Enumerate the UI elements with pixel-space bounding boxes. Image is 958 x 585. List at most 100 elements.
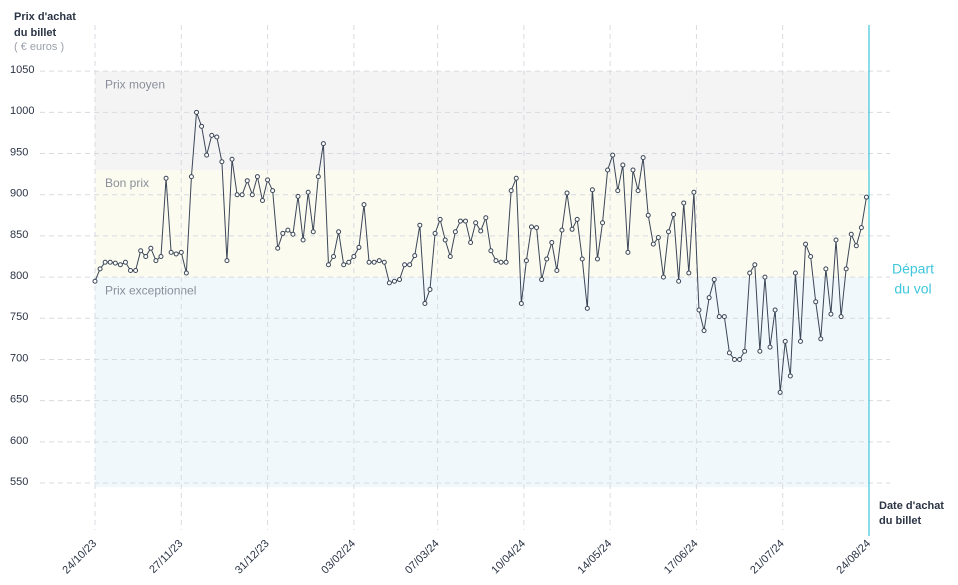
y-tick-label: 1050 — [10, 64, 34, 76]
price-point — [209, 132, 215, 138]
price-point — [787, 373, 793, 379]
price-point — [640, 155, 646, 161]
price-point — [701, 328, 707, 334]
price-point — [447, 253, 453, 259]
price-point — [259, 197, 265, 203]
y-tick-label: 550 — [10, 476, 28, 488]
price-point — [183, 270, 189, 276]
price-point — [518, 300, 524, 306]
price-point — [143, 253, 149, 259]
price-point — [107, 259, 113, 265]
price-point — [442, 237, 448, 243]
price-point — [163, 175, 169, 181]
price-point — [610, 152, 616, 158]
y-tick-label: 800 — [10, 270, 28, 282]
price-point — [676, 278, 682, 284]
price-point — [600, 220, 606, 226]
price-point — [402, 262, 408, 268]
price-point — [346, 259, 352, 265]
price-point — [239, 192, 245, 198]
x-tick-label: 24/08/24 — [834, 538, 873, 577]
price-point — [320, 141, 326, 147]
price-point — [112, 260, 118, 266]
price-point — [818, 336, 824, 342]
price-point — [681, 200, 687, 206]
price-point — [325, 262, 331, 268]
price-point — [285, 227, 291, 233]
x-tick-label: 14/05/24 — [576, 538, 615, 577]
price-point — [767, 344, 773, 350]
y-axis-title: Prix d'achat — [14, 11, 76, 23]
price-point — [554, 267, 560, 273]
price-point — [782, 338, 788, 344]
price-band — [95, 169, 869, 278]
y-axis-title: du billet — [14, 27, 57, 39]
plot: Départ du vol — [92, 25, 934, 536]
price-point — [391, 278, 397, 284]
price-point — [650, 241, 656, 247]
price-point — [148, 245, 154, 251]
price-point — [270, 188, 276, 194]
price-point — [300, 237, 306, 243]
band-label: Prix exceptionnel — [105, 283, 196, 297]
y-tick-label: 600 — [10, 435, 28, 447]
price-point — [234, 192, 240, 198]
price-point — [341, 262, 347, 268]
price-point — [671, 211, 677, 217]
price-point — [158, 253, 164, 259]
price-point — [711, 277, 717, 283]
price-point — [351, 253, 357, 259]
price-point — [483, 215, 489, 221]
price-point — [863, 194, 869, 200]
price-point — [757, 348, 763, 354]
price-point — [828, 311, 834, 317]
price-point — [153, 258, 159, 264]
price-point — [432, 230, 438, 236]
price-point — [407, 262, 413, 268]
x-axis-title: du billet — [879, 515, 922, 527]
price-point — [178, 249, 184, 255]
price-point — [797, 338, 803, 344]
price-point — [371, 259, 377, 265]
price-point — [848, 231, 854, 237]
price-point — [427, 286, 433, 292]
price-point — [422, 300, 428, 306]
price-point — [691, 189, 697, 195]
price-point — [366, 259, 372, 265]
price-point — [188, 174, 194, 180]
x-tick-label: 10/04/24 — [489, 538, 528, 577]
price-point — [620, 162, 626, 168]
price-point — [584, 305, 590, 311]
price-point — [742, 348, 748, 354]
price-point — [808, 253, 814, 259]
price-point — [493, 258, 499, 264]
price-point — [386, 280, 392, 286]
price-point — [858, 225, 864, 231]
price-point — [645, 212, 651, 218]
price-point — [244, 178, 250, 184]
y-tick-label: 950 — [10, 146, 28, 158]
price-point — [559, 227, 565, 233]
x-tick-label: 31/12/23 — [233, 538, 272, 577]
price-point — [503, 259, 509, 265]
price-point — [716, 314, 722, 320]
price-point — [331, 253, 337, 259]
price-point — [726, 350, 732, 356]
band-label: Prix moyen — [105, 77, 165, 91]
price-point — [290, 231, 296, 237]
price-point — [732, 356, 738, 362]
price-point — [133, 267, 139, 273]
price-point — [594, 256, 600, 262]
price-point — [488, 248, 494, 254]
price-point — [295, 193, 301, 199]
price-point — [310, 229, 316, 235]
price-point — [823, 266, 829, 272]
price-point — [625, 249, 631, 255]
price-point — [747, 270, 753, 276]
price-point — [564, 190, 570, 196]
price-point — [523, 258, 529, 264]
price-point — [92, 278, 98, 284]
price-point — [696, 307, 702, 313]
